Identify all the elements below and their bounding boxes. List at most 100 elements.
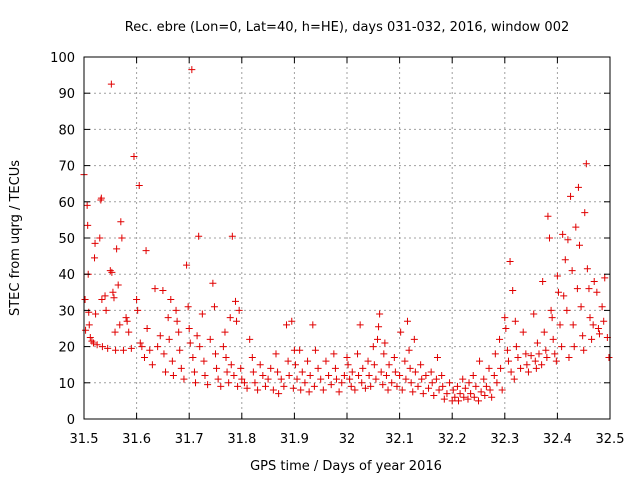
data-point <box>175 328 183 336</box>
data-point <box>365 372 373 380</box>
data-point <box>249 368 257 376</box>
y-tick-label: 100 <box>50 51 75 66</box>
data-point <box>264 375 272 383</box>
data-point <box>496 335 504 343</box>
data-point <box>289 384 297 392</box>
data-point <box>574 183 582 191</box>
data-point <box>567 192 575 200</box>
data-point <box>288 317 296 325</box>
data-point <box>84 221 92 229</box>
data-point <box>410 335 418 343</box>
y-tick-label: 0 <box>67 413 75 428</box>
data-point <box>267 364 275 372</box>
data-point <box>183 261 191 269</box>
data-point <box>322 357 330 365</box>
data-point <box>414 382 422 390</box>
data-point <box>86 334 94 342</box>
data-point <box>293 375 301 383</box>
data-point <box>118 234 126 242</box>
data-point <box>523 361 531 369</box>
data-point <box>548 314 556 322</box>
data-point <box>222 353 230 361</box>
data-point <box>297 386 305 394</box>
data-point <box>374 335 382 343</box>
x-tick-label: 31.8 <box>227 432 256 447</box>
data-point <box>330 350 338 358</box>
data-point <box>361 384 369 392</box>
data-point <box>358 379 366 387</box>
data-point <box>123 317 131 325</box>
data-point <box>467 390 475 398</box>
data-point <box>390 353 398 361</box>
data-point <box>377 368 385 376</box>
data-point <box>280 382 288 390</box>
axis-ticks <box>83 56 611 420</box>
data-point <box>493 379 501 387</box>
data-point <box>427 368 435 376</box>
data-point <box>509 286 517 294</box>
data-point <box>233 317 241 325</box>
data-point <box>532 364 540 372</box>
data-point <box>160 350 168 358</box>
data-point <box>338 379 346 387</box>
data-point <box>256 361 264 369</box>
data-point <box>433 353 441 361</box>
data-point <box>554 288 562 296</box>
data-point <box>367 382 375 390</box>
data-point <box>417 361 425 369</box>
data-point <box>269 386 277 394</box>
data-point <box>226 314 234 322</box>
data-point <box>418 375 426 383</box>
data-point <box>359 364 367 372</box>
y-tick-label: 40 <box>58 268 75 283</box>
data-point <box>310 382 318 390</box>
data-point <box>354 350 362 358</box>
data-point <box>498 386 506 394</box>
data-point <box>116 321 124 329</box>
data-point <box>85 308 93 316</box>
data-point <box>209 279 217 287</box>
data-point <box>188 66 196 74</box>
data-point <box>455 397 463 405</box>
data-point <box>419 390 427 398</box>
data-point <box>469 372 477 380</box>
data-point <box>344 361 352 369</box>
data-point <box>580 346 588 354</box>
data-point <box>559 230 567 238</box>
data-point <box>583 265 591 273</box>
data-point <box>595 330 603 338</box>
data-point <box>573 285 581 293</box>
data-point <box>553 272 561 280</box>
data-point <box>109 288 117 296</box>
data-point <box>82 326 90 334</box>
data-point <box>480 375 488 383</box>
data-point <box>102 306 110 314</box>
data-point <box>575 241 583 249</box>
data-point <box>198 310 206 318</box>
data-point <box>411 368 419 376</box>
data-point <box>502 325 510 332</box>
data-point <box>476 357 484 365</box>
data-point <box>331 364 339 372</box>
data-point <box>122 314 130 322</box>
data-point <box>210 303 218 311</box>
data-point <box>456 390 464 398</box>
data-point <box>92 310 100 318</box>
data-point <box>335 388 343 396</box>
x-tick-label: 31.6 <box>122 432 151 447</box>
data-point <box>173 317 181 325</box>
data-point <box>440 395 448 403</box>
data-point <box>135 182 143 190</box>
data-point <box>235 306 243 314</box>
data-point <box>355 372 363 380</box>
data-point <box>317 375 325 383</box>
data-point <box>272 350 280 358</box>
data-point <box>472 382 480 390</box>
data-point <box>206 335 214 343</box>
data-point <box>490 372 498 380</box>
data-point <box>130 153 138 161</box>
data-point <box>372 375 380 383</box>
data-point <box>430 391 438 399</box>
data-point <box>530 310 538 318</box>
data-point <box>543 353 551 361</box>
